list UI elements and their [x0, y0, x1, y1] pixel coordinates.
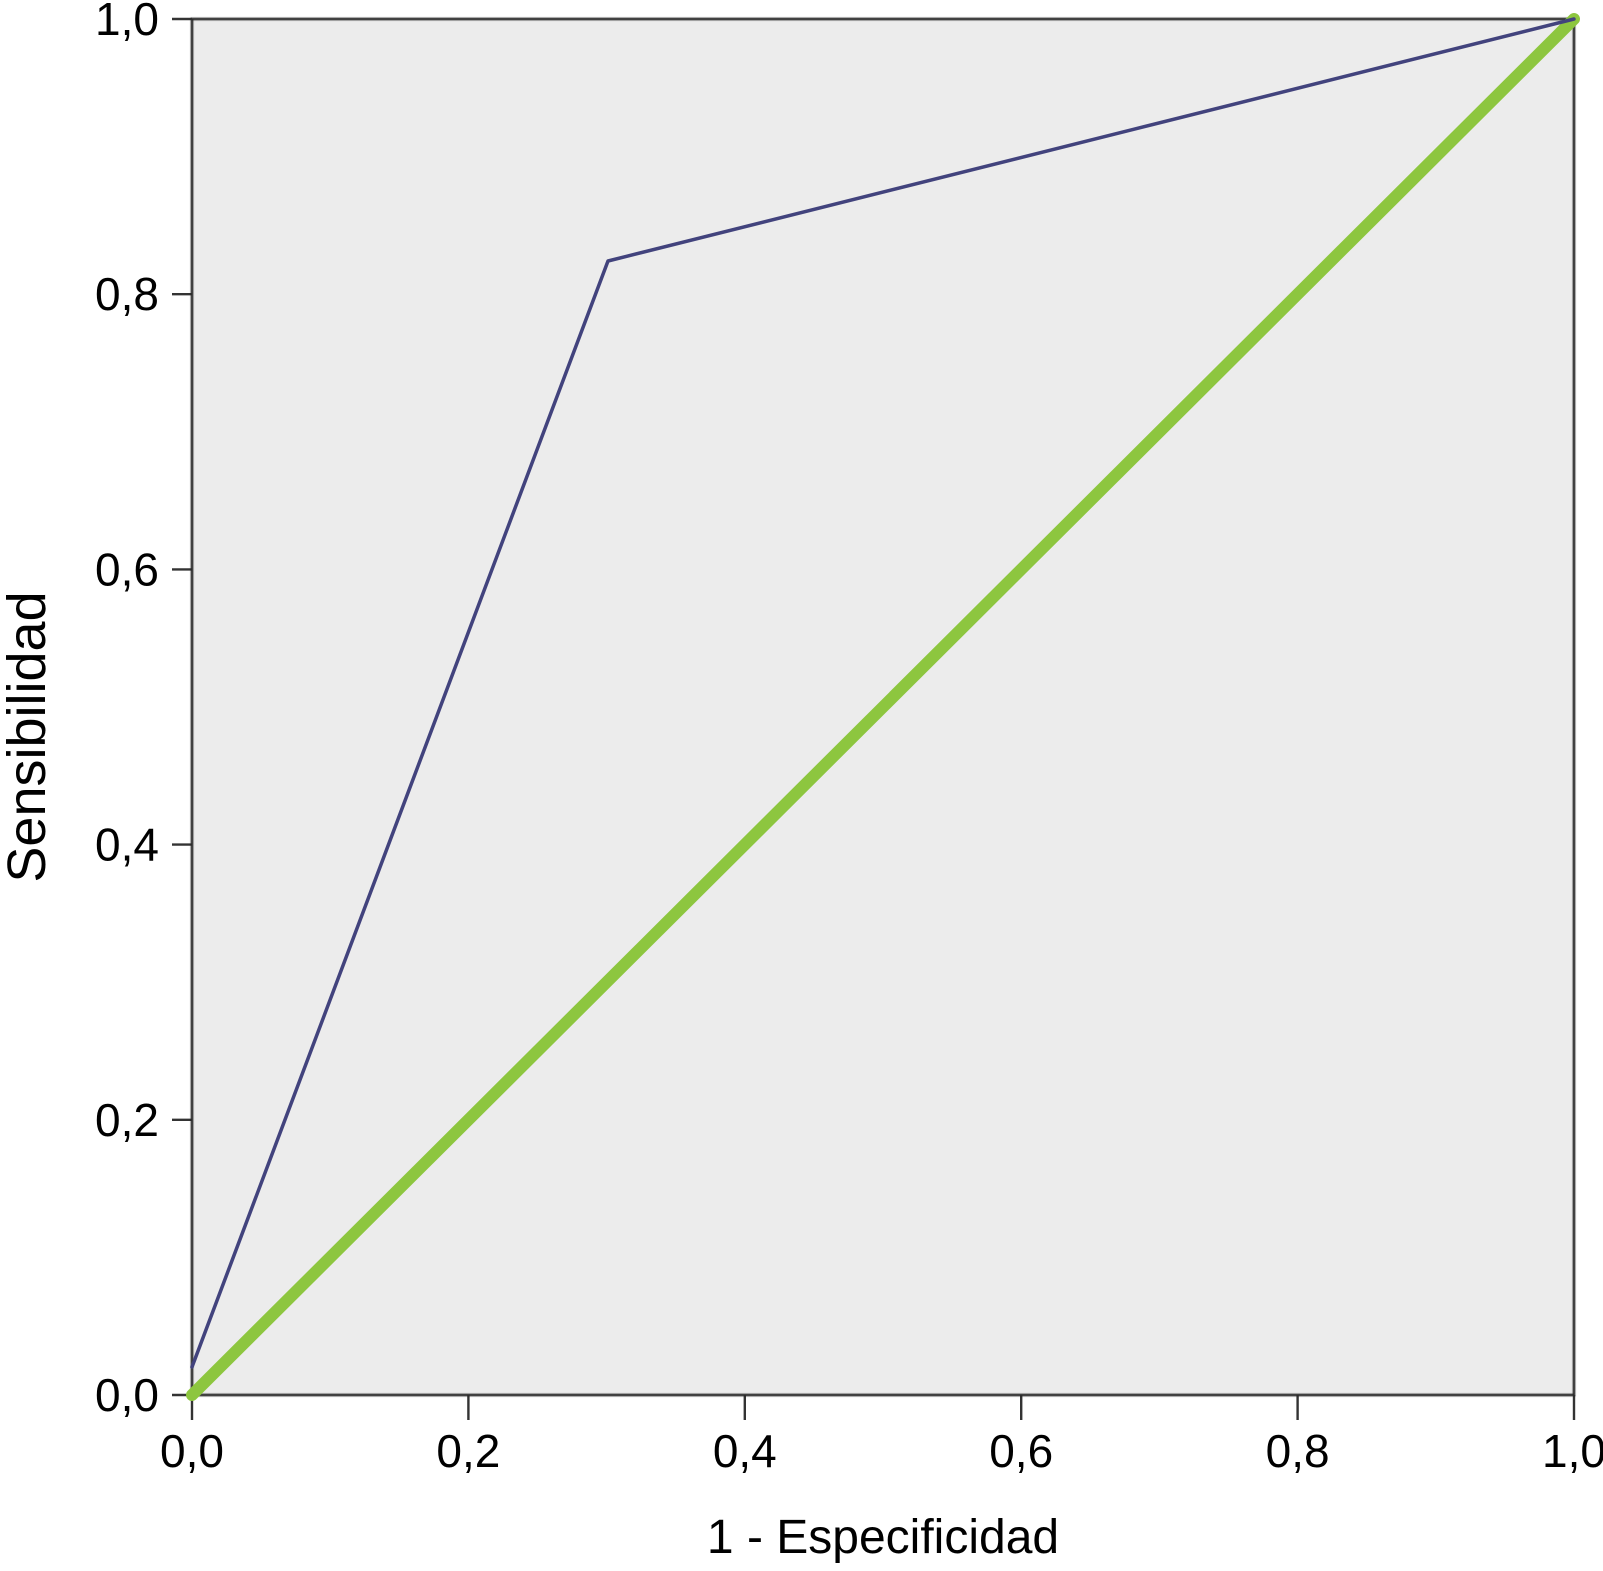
svg-text:0,4: 0,4 [713, 1425, 777, 1477]
svg-text:0,6: 0,6 [989, 1425, 1053, 1477]
svg-text:1,0: 1,0 [95, 0, 159, 45]
svg-text:0,8: 0,8 [1266, 1425, 1330, 1477]
svg-text:0,0: 0,0 [160, 1425, 224, 1477]
svg-text:1 - Especificidad: 1 - Especificidad [707, 1511, 1059, 1564]
svg-text:1,0: 1,0 [1542, 1425, 1603, 1477]
svg-text:0,2: 0,2 [95, 1094, 159, 1146]
svg-text:0,6: 0,6 [95, 543, 159, 595]
svg-text:0,2: 0,2 [436, 1425, 500, 1477]
svg-text:Sensibilidad: Sensibilidad [0, 591, 57, 882]
svg-text:0,4: 0,4 [95, 819, 159, 871]
svg-text:0,0: 0,0 [95, 1369, 159, 1421]
svg-text:0,8: 0,8 [95, 268, 159, 320]
